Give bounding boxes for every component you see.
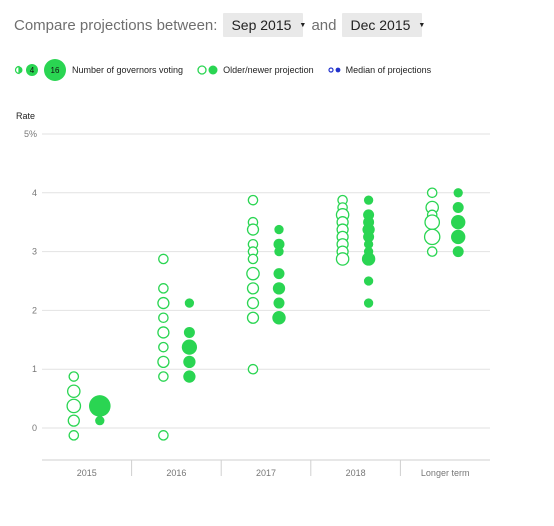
newer-projection-dot	[95, 416, 105, 426]
older-projection-dot	[246, 311, 260, 324]
older-projection-dot	[335, 252, 350, 266]
older-projection-dot	[157, 296, 170, 310]
newer-projection-dot	[363, 231, 375, 243]
caret-down-icon: ▼	[299, 21, 307, 29]
newer-projection-dot	[183, 370, 196, 383]
legend-median-newer	[335, 67, 341, 73]
newer-projection-dot	[272, 282, 286, 295]
older-projection-dot	[158, 430, 169, 441]
older-projection-dot	[424, 214, 441, 231]
newer-projection-dot	[181, 339, 198, 355]
newer-projection-dot	[361, 252, 376, 266]
newer-projection-dot	[273, 297, 285, 309]
older-projection-dot	[66, 398, 82, 414]
compare-prefix: Compare projections between:	[14, 16, 218, 34]
newer-projection-dot	[451, 229, 466, 245]
newer-projection-dot	[363, 298, 374, 308]
newer-projection-dot	[363, 276, 374, 286]
legend-median-older	[328, 67, 334, 73]
y-tick-label: 1	[32, 364, 37, 374]
x-category-label: 2015	[77, 468, 97, 478]
legend-size-large: 16	[51, 66, 60, 75]
older-projection-dot	[247, 253, 259, 265]
and-label: and	[311, 16, 337, 34]
older-projection-dot	[426, 246, 438, 257]
newer-projection-dot	[363, 195, 374, 205]
older-projection-dot	[158, 253, 169, 265]
x-category-label: 2018	[346, 468, 366, 478]
legend-half-newer	[19, 66, 23, 74]
legend-median-label: Median of projections	[345, 65, 432, 75]
newer-projection-dot	[272, 311, 286, 325]
older-projection-dot	[68, 430, 80, 441]
legend-bubble-small	[26, 64, 38, 76]
y-axis-label: Rate	[16, 111, 35, 121]
older-projection-dot	[158, 371, 169, 382]
y-tick-label: 2	[32, 305, 37, 315]
from-projection-select[interactable]: Sep 2015 ▼	[223, 13, 307, 37]
legend-older-circle	[197, 65, 207, 75]
from-projection-value: Sep 2015	[231, 17, 292, 33]
older-projection-dot	[426, 187, 438, 199]
older-projection-dot	[68, 371, 80, 382]
newer-projection-dot	[452, 202, 464, 213]
newer-projection-dot	[183, 355, 196, 369]
legend-projection: Older/newer projection	[197, 64, 314, 76]
newer-projection-dot	[274, 246, 284, 257]
newer-projection-dot	[363, 239, 374, 249]
legend-half-older	[14, 65, 20, 75]
x-category-label: Longer term	[421, 468, 470, 478]
older-projection-dot	[158, 312, 169, 324]
legend-projection-marks	[197, 65, 218, 75]
newer-projection-dot	[453, 188, 463, 198]
legend-size-bubbles: 4 16	[14, 59, 66, 81]
newer-projection-dot	[273, 238, 285, 250]
y-tick-label: 4	[32, 188, 37, 198]
chart-legend: 4 16 Number of governors voting Older/ne…	[14, 59, 431, 81]
older-projection-dot	[66, 384, 81, 399]
older-projection-dot	[246, 282, 260, 295]
y-tick-label: 3	[32, 247, 37, 257]
legend-newer-circle	[208, 65, 218, 75]
older-projection-dot	[157, 355, 170, 368]
older-projection-dot	[158, 283, 169, 294]
legend-median-marks	[328, 67, 341, 73]
newer-projection-dot	[452, 246, 464, 258]
newer-projection-dot	[273, 268, 285, 280]
older-projection-dot	[247, 194, 259, 206]
older-projection-dot	[157, 326, 170, 339]
older-projection-dot	[423, 228, 441, 246]
older-projection-dot	[247, 363, 259, 375]
legend-size-label: Number of governors voting	[72, 65, 184, 75]
to-projection-value: Dec 2015	[350, 17, 411, 33]
legend-size-small: 4	[30, 66, 35, 75]
x-category-label: 2017	[256, 468, 276, 478]
legend-size: 4 16 Number of governors voting	[14, 59, 183, 81]
older-projection-dot	[246, 266, 260, 281]
older-projection-dot	[67, 414, 80, 427]
older-projection-dot	[158, 341, 169, 353]
newer-projection-dot	[184, 298, 195, 308]
to-projection-select[interactable]: Dec 2015 ▼	[342, 13, 426, 37]
newer-projection-dot	[274, 224, 284, 235]
newer-projection-dot	[451, 215, 466, 230]
projection-controls: Compare projections between: Sep 2015 ▼ …	[14, 12, 426, 38]
x-category-label: 2016	[166, 468, 186, 478]
older-projection-dot	[246, 296, 260, 310]
newer-projection-dot	[183, 326, 195, 338]
older-projection-dot	[246, 223, 260, 236]
y-tick-label: 0	[32, 423, 37, 433]
legend-median: Median of projections	[328, 64, 432, 76]
legend-projection-label: Older/newer projection	[223, 65, 314, 75]
y-tick-label: 5%	[24, 129, 37, 139]
legend-bubble-large	[44, 59, 66, 81]
caret-down-icon: ▼	[418, 21, 426, 29]
newer-projection-dot	[89, 395, 111, 417]
